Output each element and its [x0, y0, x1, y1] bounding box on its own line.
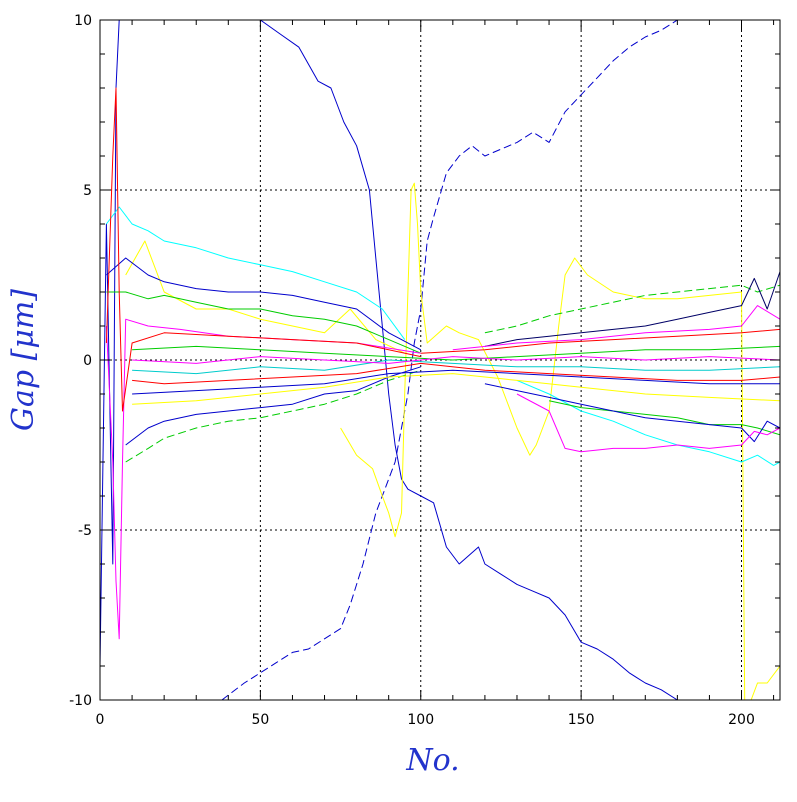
series-line-11	[484, 284, 780, 334]
x-tick-label: 50	[251, 712, 269, 728]
series-line-26	[132, 373, 780, 405]
tick-labels: 0 50 100 150 200 -10 -5 0 5 10	[69, 13, 755, 728]
ticks	[99, 19, 780, 701]
series-line-2	[260, 20, 678, 700]
series-line-1	[100, 20, 123, 667]
series-line-23	[132, 345, 780, 361]
series-line-7	[516, 379, 780, 466]
grid	[100, 20, 780, 700]
x-tick-label: 100	[407, 712, 434, 728]
x-tick-label: 150	[568, 712, 595, 728]
series-line-9	[125, 369, 421, 463]
x-axis-title: No.	[405, 743, 459, 778]
series-line-18	[452, 305, 780, 351]
series-line-3	[221, 20, 678, 700]
series-line-21	[420, 328, 780, 354]
series-line-4	[340, 182, 780, 700]
y-tick-label: 0	[83, 353, 92, 369]
series-line-25	[132, 369, 780, 395]
y-tick-label: 10	[74, 13, 92, 29]
series-line-8	[106, 291, 421, 354]
y-axis-title: Gap [μm]	[6, 289, 41, 431]
series-line-20	[132, 362, 780, 385]
y-tick-label: -10	[69, 693, 92, 709]
series-line-15	[484, 383, 780, 443]
series-line-14	[484, 271, 780, 347]
x-tick-label: 200	[728, 712, 755, 728]
series-line-10	[548, 400, 780, 436]
series-line-19	[105, 87, 421, 412]
series-group	[100, 20, 780, 700]
series-line-13	[125, 366, 421, 446]
series-line-6	[106, 206, 406, 340]
series-line-24	[132, 356, 780, 364]
series-line-22	[132, 359, 780, 375]
series-line-5	[125, 240, 405, 354]
x-tick-label: 0	[96, 712, 105, 728]
y-tick-label: 5	[83, 183, 92, 199]
series-line-17	[516, 393, 780, 453]
y-tick-label: -5	[78, 523, 92, 539]
series-line-12	[106, 257, 422, 351]
